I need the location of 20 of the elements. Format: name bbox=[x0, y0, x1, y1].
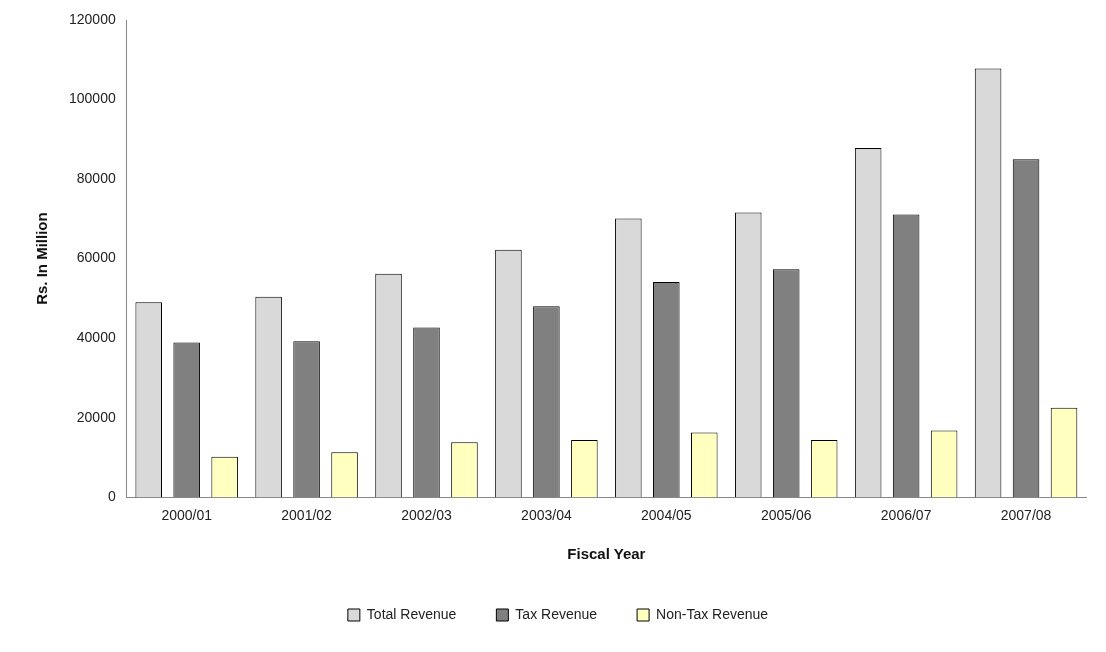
legend-label: Non-Tax Revenue bbox=[656, 605, 769, 622]
x-tick-label: 2002/03 bbox=[401, 507, 453, 524]
x-tick-label: 2005/06 bbox=[760, 507, 812, 524]
x-tick-label: 2003/04 bbox=[521, 507, 572, 524]
y-tick-label: 120000 bbox=[69, 10, 116, 27]
y-tick-label: 0 bbox=[107, 488, 116, 505]
x-tick-label: 2000/01 bbox=[161, 507, 213, 524]
legend-label: Tax Revenue bbox=[515, 605, 598, 622]
x-tick-label: 2006/07 bbox=[880, 507, 932, 524]
x-axis-title: Fiscal Year bbox=[567, 545, 646, 563]
y-tick-label: 40000 bbox=[76, 328, 116, 345]
y-tick-label: 60000 bbox=[76, 249, 116, 266]
y-tick-label: 80000 bbox=[76, 169, 116, 186]
legend-label: Total Revenue bbox=[366, 605, 457, 622]
y-tick-label: 100000 bbox=[69, 90, 116, 107]
y-axis-title: Rs. In Million bbox=[33, 212, 51, 305]
x-tick-label: 2001/02 bbox=[281, 507, 333, 524]
x-tick-label: 2007/08 bbox=[1000, 507, 1052, 524]
y-tick-label: 20000 bbox=[76, 408, 116, 425]
x-tick-label: 2004/05 bbox=[641, 507, 692, 524]
